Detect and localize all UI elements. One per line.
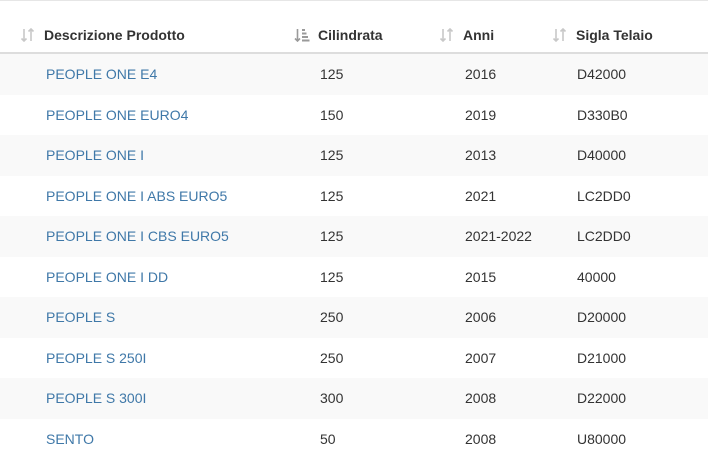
cell-anni: 2013 [465, 147, 497, 164]
cell-anni: 2016 [465, 66, 497, 83]
cell-descrizione: PEOPLE ONE I DD [0, 257, 320, 298]
cell-sigla-telaio: D330B0 [577, 106, 628, 123]
cell-sigla-telaio: LC2DD0 [577, 228, 631, 245]
product-link[interactable]: PEOPLE S [46, 309, 116, 326]
top-divider [0, 0, 708, 1]
cell-anni: 2007 [465, 349, 497, 366]
product-link[interactable]: SENTO [46, 430, 94, 447]
product-table: Descrizione Prodotto Cilindrata [0, 18, 708, 459]
cell-cilindrata: 250 [320, 309, 344, 326]
cell-sigla-telaio: D20000 [577, 309, 627, 326]
cell-sigla-telaio: D22000 [577, 390, 627, 407]
column-label: Sigla Telaio [576, 27, 653, 43]
cell-sigla-telaio: D21000 [577, 349, 627, 366]
cell-descrizione: PEOPLE ONE I CBS EURO5 [0, 216, 320, 257]
product-link[interactable]: PEOPLE S 300I [46, 390, 147, 407]
cell-descrizione: PEOPLE ONE EURO4 [0, 95, 320, 136]
cell-cilindrata: 50 [320, 430, 336, 447]
column-header-descrizione[interactable]: Descrizione Prodotto [0, 18, 320, 54]
table-row[interactable]: PEOPLE S 300I 300 2008 D22000 [0, 378, 708, 419]
sort-neutral-icon[interactable] [552, 28, 568, 42]
sort-neutral-icon[interactable] [439, 28, 455, 42]
cell-descrizione: PEOPLE ONE E4 [0, 53, 320, 95]
table-row[interactable]: PEOPLE ONE EURO4 150 2019 D330B0 [0, 94, 708, 136]
sort-neutral-icon[interactable] [20, 28, 36, 42]
product-link[interactable]: PEOPLE ONE EURO4 [46, 106, 189, 123]
cell-sigla-telaio: D42000 [577, 66, 627, 83]
product-link[interactable]: PEOPLE ONE E4 [46, 66, 158, 83]
product-link[interactable]: PEOPLE ONE I DD [46, 268, 169, 285]
cell-sigla-telaio: 40000 [577, 268, 616, 285]
column-label: Anni [463, 27, 495, 43]
cell-anni: 2006 [465, 309, 497, 326]
cell-sigla-telaio: D40000 [577, 147, 627, 164]
cell-sigla-telaio: U80000 [577, 430, 627, 447]
table-row[interactable]: PEOPLE ONE I 125 2013 D40000 [0, 135, 708, 176]
cell-cilindrata: 125 [320, 268, 344, 285]
cell-sigla-telaio: LC2DD0 [577, 187, 631, 204]
cell-anni: 2021-2022 [465, 228, 532, 245]
table-row[interactable]: PEOPLE S 250I 250 2007 D21000 [0, 337, 708, 379]
cell-descrizione: PEOPLE S 300I [0, 378, 320, 419]
table-row[interactable]: SENTO 50 2008 U80000 [0, 418, 708, 460]
product-link[interactable]: PEOPLE ONE I CBS EURO5 [46, 228, 229, 245]
table-row[interactable]: PEOPLE S 250 2006 D20000 [0, 297, 708, 338]
cell-descrizione: PEOPLE ONE I [0, 135, 320, 176]
cell-cilindrata: 125 [320, 187, 344, 204]
column-header-anni[interactable]: Anni [439, 18, 577, 54]
product-link[interactable]: PEOPLE ONE I ABS EURO5 [46, 187, 228, 204]
cell-cilindrata: 125 [320, 66, 344, 83]
cell-descrizione: PEOPLE S 250I [0, 338, 320, 379]
column-header-sigla-telaio[interactable]: Sigla Telaio [552, 18, 708, 54]
column-label: Descrizione Prodotto [44, 27, 185, 43]
cell-cilindrata: 125 [320, 228, 344, 245]
cell-descrizione: SENTO [0, 419, 320, 460]
cell-cilindrata: 300 [320, 390, 344, 407]
column-header-cilindrata[interactable]: Cilindrata [294, 18, 465, 54]
cell-descrizione: PEOPLE S [0, 297, 320, 338]
table-body: PEOPLE ONE E4 125 2016 D42000 PEOPLE ONE EUR… [0, 53, 708, 459]
cell-anni: 2008 [465, 390, 497, 407]
cell-cilindrata: 250 [320, 349, 344, 366]
table-row[interactable]: PEOPLE ONE I ABS EURO5 125 2021 LC2DD0 [0, 175, 708, 217]
table-row[interactable]: PEOPLE ONE I CBS EURO5 125 2021-2022 LC2DD0 [0, 216, 708, 257]
product-link[interactable]: PEOPLE S 250I [46, 349, 147, 366]
cell-anni: 2008 [465, 430, 497, 447]
column-label: Cilindrata [318, 27, 383, 43]
sort-active-icon[interactable] [294, 28, 310, 42]
cell-anni: 2019 [465, 106, 497, 123]
cell-cilindrata: 150 [320, 106, 344, 123]
cell-cilindrata: 125 [320, 147, 344, 164]
product-link[interactable]: PEOPLE ONE I [46, 147, 145, 164]
table-header-row: Descrizione Prodotto Cilindrata [0, 18, 708, 54]
table-row[interactable]: PEOPLE ONE I DD 125 2015 40000 [0, 256, 708, 298]
cell-anni: 2015 [465, 268, 497, 285]
cell-descrizione: PEOPLE ONE I ABS EURO5 [0, 176, 320, 217]
cell-anni: 2021 [465, 187, 497, 204]
table-row[interactable]: PEOPLE ONE E4 125 2016 D42000 [0, 53, 708, 95]
